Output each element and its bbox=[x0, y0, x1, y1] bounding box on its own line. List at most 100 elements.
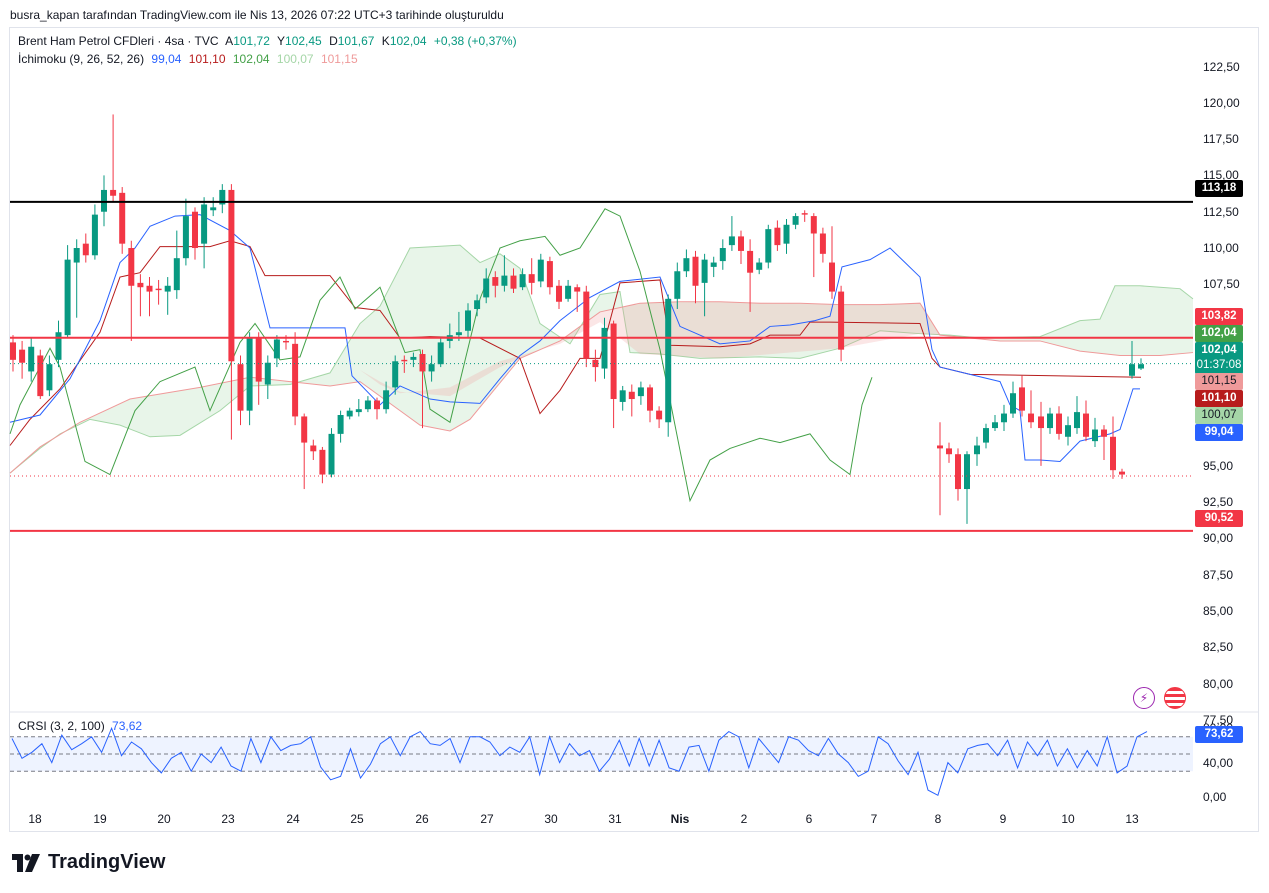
candle[interactable] bbox=[565, 279, 572, 302]
candle[interactable] bbox=[701, 253, 708, 317]
candle[interactable] bbox=[119, 187, 126, 254]
candle[interactable] bbox=[37, 349, 44, 400]
candle[interactable] bbox=[428, 355, 435, 382]
candle[interactable] bbox=[774, 220, 781, 251]
candle[interactable] bbox=[974, 436, 980, 466]
candle[interactable] bbox=[91, 204, 98, 260]
candle[interactable] bbox=[510, 268, 517, 294]
candle[interactable] bbox=[1083, 400, 1089, 442]
candle[interactable] bbox=[46, 355, 53, 397]
candle[interactable] bbox=[537, 253, 544, 288]
candle[interactable] bbox=[992, 415, 998, 431]
candle[interactable] bbox=[683, 249, 690, 278]
candle[interactable] bbox=[546, 256, 553, 295]
candle[interactable] bbox=[756, 258, 763, 275]
candle[interactable] bbox=[392, 355, 399, 395]
candle[interactable] bbox=[401, 355, 408, 373]
candle[interactable] bbox=[101, 175, 107, 227]
candle[interactable] bbox=[1138, 358, 1144, 370]
candle[interactable] bbox=[173, 230, 180, 299]
candle[interactable] bbox=[110, 114, 117, 202]
horizontal-lines[interactable] bbox=[10, 200, 1193, 532]
candle[interactable] bbox=[829, 226, 835, 299]
candle[interactable] bbox=[337, 410, 344, 443]
candle[interactable] bbox=[146, 277, 153, 317]
lightning-icon[interactable]: ⚡ bbox=[1133, 687, 1155, 709]
candle[interactable] bbox=[665, 294, 672, 437]
candle[interactable] bbox=[182, 198, 189, 266]
candle[interactable] bbox=[64, 245, 71, 339]
candle[interactable] bbox=[328, 428, 335, 478]
candle[interactable] bbox=[465, 303, 471, 339]
candle[interactable] bbox=[1047, 407, 1053, 434]
candle[interactable] bbox=[719, 239, 726, 270]
candle[interactable] bbox=[1110, 416, 1116, 479]
candle[interactable] bbox=[1019, 375, 1025, 417]
candle[interactable] bbox=[346, 407, 353, 420]
candle[interactable] bbox=[810, 213, 817, 278]
candle[interactable] bbox=[955, 448, 961, 501]
candle[interactable] bbox=[474, 294, 481, 317]
candle[interactable] bbox=[1101, 425, 1107, 461]
candle[interactable] bbox=[492, 271, 499, 298]
candle[interactable] bbox=[128, 240, 135, 341]
candle[interactable] bbox=[374, 397, 380, 420]
candle[interactable] bbox=[556, 279, 562, 310]
candle[interactable] bbox=[1065, 416, 1071, 446]
us-flag-icon[interactable] bbox=[1164, 687, 1186, 709]
candle[interactable] bbox=[164, 277, 171, 315]
candle[interactable] bbox=[228, 184, 235, 440]
candle[interactable] bbox=[619, 385, 626, 411]
candle[interactable] bbox=[201, 197, 208, 269]
candle[interactable] bbox=[738, 230, 744, 264]
candle[interactable] bbox=[610, 320, 617, 429]
candle[interactable] bbox=[1074, 396, 1080, 434]
candle[interactable] bbox=[28, 338, 35, 382]
candle[interactable] bbox=[747, 239, 754, 312]
candle[interactable] bbox=[155, 279, 162, 305]
candle[interactable] bbox=[219, 184, 226, 214]
candle[interactable] bbox=[574, 284, 581, 312]
candle[interactable] bbox=[10, 335, 16, 372]
candle[interactable] bbox=[501, 255, 508, 292]
candle[interactable] bbox=[656, 406, 663, 429]
candle[interactable] bbox=[19, 340, 26, 379]
candle[interactable] bbox=[1092, 417, 1098, 447]
candle[interactable] bbox=[192, 207, 198, 260]
candle[interactable] bbox=[601, 317, 608, 379]
candle[interactable] bbox=[483, 268, 490, 304]
candle[interactable] bbox=[237, 355, 244, 426]
candle[interactable] bbox=[728, 216, 735, 251]
candle[interactable] bbox=[983, 423, 989, 449]
candle[interactable] bbox=[255, 332, 262, 405]
candle[interactable] bbox=[592, 349, 599, 382]
candle[interactable] bbox=[710, 256, 717, 278]
candle[interactable] bbox=[1129, 340, 1135, 379]
candle[interactable] bbox=[437, 336, 444, 368]
candle[interactable] bbox=[765, 224, 772, 269]
candle[interactable] bbox=[637, 381, 644, 405]
candle[interactable] bbox=[801, 210, 808, 222]
candle[interactable] bbox=[838, 285, 845, 362]
candle[interactable] bbox=[692, 250, 699, 304]
candle[interactable] bbox=[583, 285, 590, 368]
candle[interactable] bbox=[310, 439, 317, 461]
candle[interactable] bbox=[246, 332, 253, 426]
candle[interactable] bbox=[946, 442, 952, 463]
candle[interactable] bbox=[964, 451, 970, 524]
candle[interactable] bbox=[82, 233, 89, 263]
candle[interactable] bbox=[528, 258, 535, 295]
candle[interactable] bbox=[410, 352, 417, 368]
candle[interactable] bbox=[1056, 406, 1062, 440]
tradingview-logo[interactable]: TradingView bbox=[12, 851, 165, 874]
candle[interactable] bbox=[455, 311, 462, 341]
candle[interactable] bbox=[383, 381, 390, 414]
candle[interactable] bbox=[364, 396, 371, 413]
candle[interactable] bbox=[73, 239, 80, 318]
candle[interactable] bbox=[137, 274, 144, 317]
candle[interactable] bbox=[1028, 390, 1034, 429]
candle[interactable] bbox=[319, 446, 326, 484]
candle[interactable] bbox=[1010, 381, 1016, 418]
candle[interactable] bbox=[301, 413, 308, 490]
